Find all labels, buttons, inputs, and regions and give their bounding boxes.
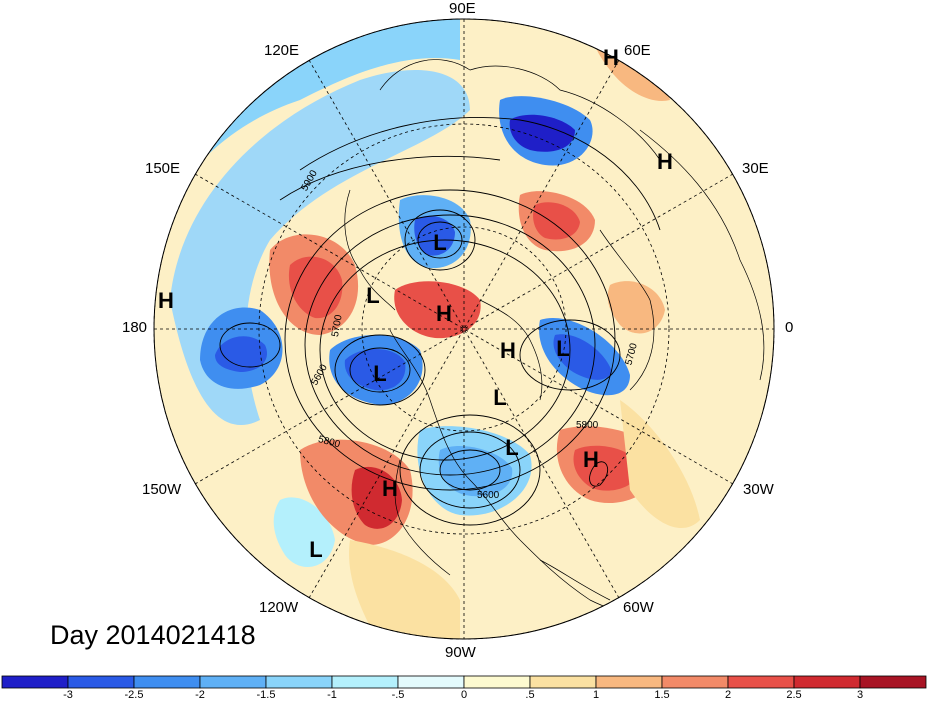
colorbar-tick-label: -1.5 [256,689,276,701]
lon-label-60e: 60E [624,42,651,59]
colorbar-tick-label: 2 [724,689,732,701]
pressure-center: L [433,230,446,255]
colorbar-tick-label: .5 [525,689,535,701]
lon-label-180: 180 [122,319,148,336]
lon-label-0: 0 [785,319,794,336]
colorbar-tick-label: -2 [195,689,205,701]
colorbar-tick-label: -1 [327,689,337,701]
pressure-centers: H H L H L H H L L L L H H L [158,45,673,562]
colorbar-tick-label: 1 [592,689,600,701]
colorbar-swatch [397,675,465,689]
colorbar-swatch [1,675,69,689]
colorbar-swatch [859,675,927,689]
colorbar-swatch [331,675,399,689]
pressure-center: H [382,476,398,501]
colorbar-tick-label: 0 [460,689,468,701]
colorbar-swatch [133,675,201,689]
colorbar [1,675,927,689]
pressure-center: L [373,361,386,386]
pressure-center: L [505,435,518,460]
lon-label-120w: 120W [259,599,299,616]
contour-label: 5700 [330,314,345,338]
pressure-center: H [158,288,174,313]
lon-label-30e: 30E [742,160,769,177]
contour-label: 5800 [576,420,599,431]
day-title: Day 2014021418 [50,620,256,650]
colorbar-swatch [793,675,861,689]
lon-label-90w: 90W [445,644,476,661]
lon-label-150e: 150E [145,160,181,177]
lon-label-90e: 90E [449,0,476,17]
pressure-center: L [493,385,506,410]
lon-label-120e: 120E [264,42,300,59]
pressure-center: L [556,336,569,361]
pressure-center: H [657,149,673,174]
colorbar-tick-label: -2.5 [124,689,144,701]
colorbar-swatch [595,675,663,689]
colorbar-tick-label: 3 [856,689,864,701]
pressure-center: H [500,338,516,363]
pressure-center: L [309,537,322,562]
colorbar-swatch [265,675,333,689]
colorbar-swatch [463,675,531,689]
colorbar-swatch [661,675,729,689]
colorbar-swatch [199,675,267,689]
pressure-center: H [583,447,599,472]
colorbar-tick-label: 1.5 [654,689,670,701]
lon-label-60w: 60W [623,599,654,616]
lon-label-30w: 30W [743,481,774,498]
colorbar-tick-label: -.5 [391,689,405,701]
colorbar-swatch [67,675,135,689]
pressure-center: H [436,301,452,326]
colorbar-tick-label: 2.5 [786,689,802,701]
colorbar-swatch [529,675,597,689]
contour-label: 5600 [477,490,500,501]
map-boundary [153,18,775,640]
colorbar-tick-label: -3 [63,689,73,701]
lon-label-150w: 150W [142,481,182,498]
pressure-center: L [366,283,379,308]
colorbar-swatch [727,675,795,689]
pressure-center: H [603,45,619,70]
